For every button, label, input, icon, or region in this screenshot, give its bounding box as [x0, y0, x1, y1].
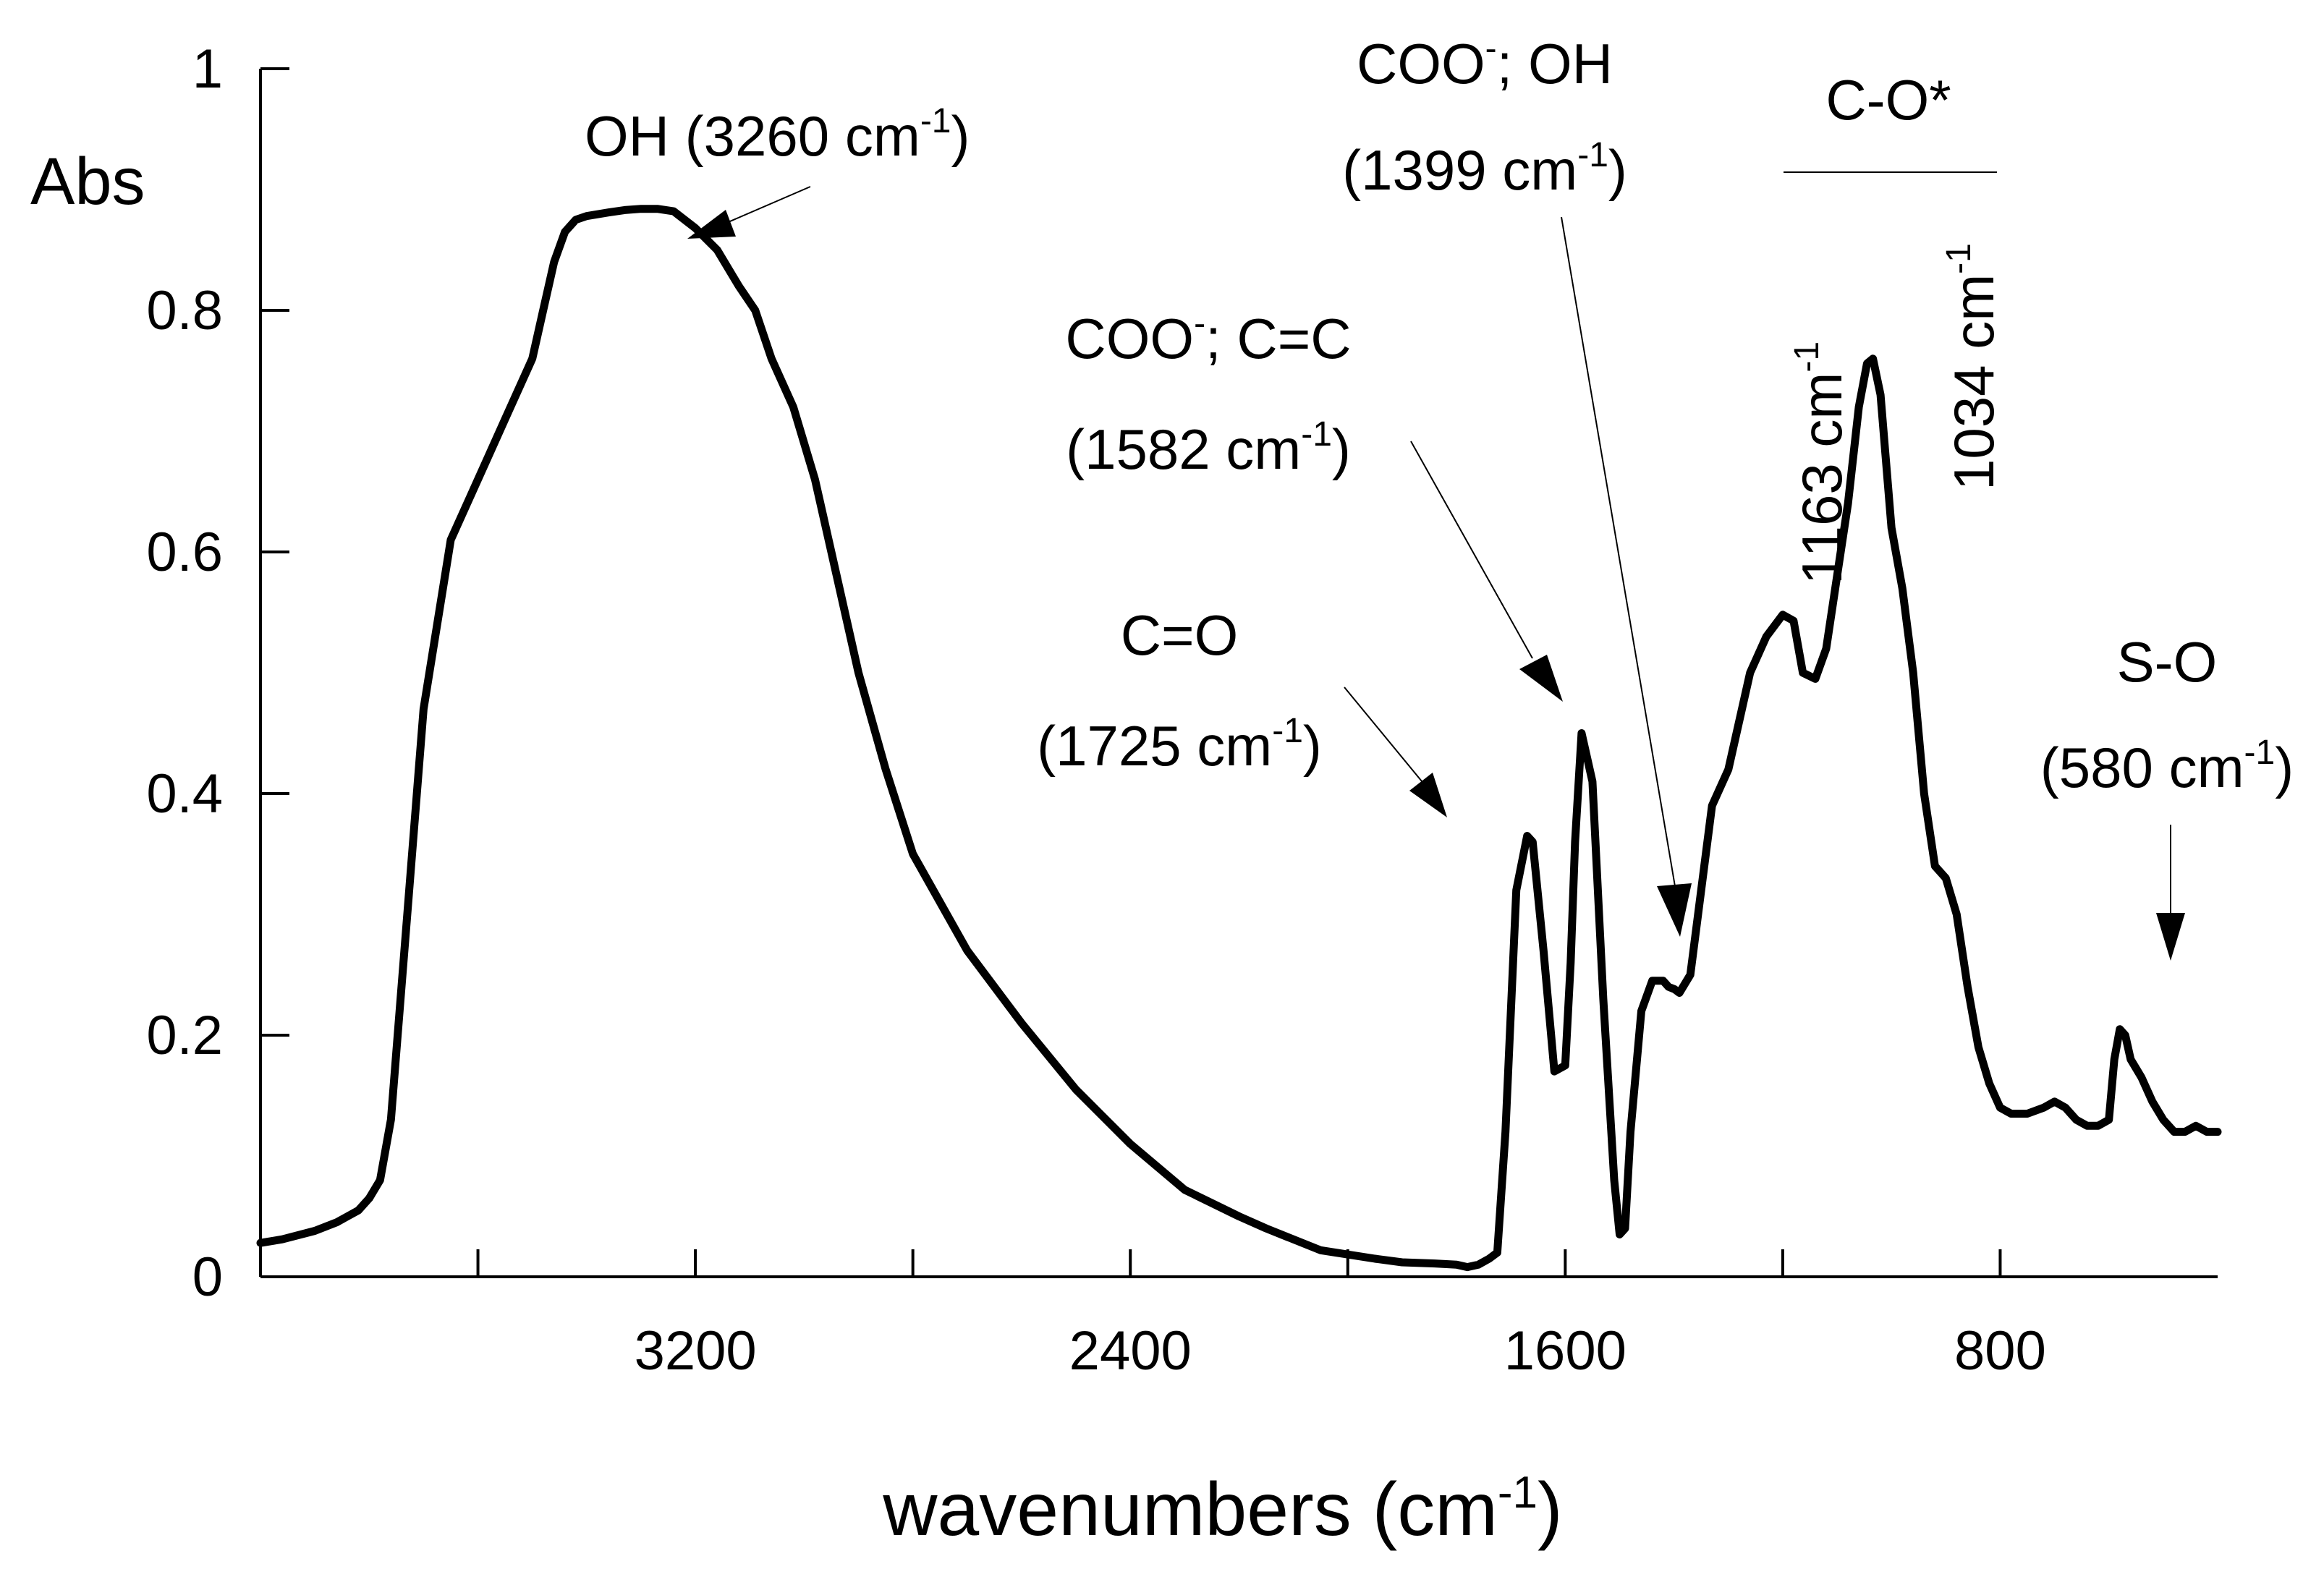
annotation-oh-arrowhead	[687, 210, 736, 239]
spectrum-line	[256, 205, 2222, 1272]
x-tick-label: 1600	[1504, 1320, 1627, 1382]
y-tick-label: 0.2	[146, 1005, 223, 1066]
y-tick-label: 0.8	[146, 280, 223, 341]
annotation-oh-arrow	[719, 186, 811, 226]
y-tick-label: 0.6	[146, 522, 223, 583]
annotation-c-o: C=O (1725 cm-1)	[1037, 603, 1447, 817]
x-tick-label: 2400	[1069, 1320, 1192, 1382]
y-axis-label: Abs	[30, 145, 145, 218]
annotation-co-1163: 1163 cm-1	[1788, 341, 1854, 585]
annotation-coo-cc-arrowhead	[1519, 655, 1563, 702]
annotation-c-o-arrowhead	[1409, 773, 1447, 817]
annotation-s-o-line1: S-O	[2117, 630, 2218, 694]
y-tick-label: 0	[192, 1246, 223, 1308]
x-tick-label: 800	[1954, 1320, 2046, 1382]
x-tick-label: 3200	[635, 1320, 757, 1382]
annotation-coo-cc-arrow	[1410, 441, 1533, 659]
ticks-layer: 0 0.2 0.4 0.6 0.8 1 3200 2400 1600 800	[146, 38, 2046, 1382]
annotation-coo-cc: COO-; C=C (1582 cm-1)	[1065, 305, 1563, 702]
annotation-co-star: C-O*	[1784, 68, 1997, 173]
annotation-coo-oh-line1: COO-; OH	[1357, 30, 1613, 95]
y-tick-label: 0.4	[146, 763, 223, 825]
annotation-coo-cc-line2: (1582 cm-1)	[1066, 415, 1351, 481]
x-axis-title: wavenumbers (cm-1)	[882, 1468, 1562, 1552]
annotation-c-o-line1: C=O	[1121, 603, 1239, 667]
annotation-coo-oh-line2: (1399 cm-1)	[1342, 136, 1627, 202]
annotation-co-1163-label: 1163 cm-1	[1788, 341, 1854, 585]
annotation-c-o-line2: (1725 cm-1)	[1037, 712, 1322, 778]
annotation-oh: OH (3260 cm-1)	[585, 102, 970, 239]
x-axis-title-sup: -1	[1498, 1468, 1538, 1518]
series-layer	[256, 205, 2222, 1272]
axes-layer	[259, 69, 2218, 1278]
annotation-oh-label: OH (3260 cm-1)	[585, 102, 970, 168]
y-tick-label: 1	[192, 38, 223, 100]
annotation-coo-oh-arrow	[1561, 216, 1676, 887]
annotation-coo-oh-arrowhead	[1657, 883, 1692, 937]
annotation-co-1034-label: 1034 cm-1	[1940, 243, 2006, 490]
annotation-s-o-arrowhead	[2156, 913, 2185, 961]
annotation-coo-oh: COO-; OH (1399 cm-1)	[1342, 30, 1692, 937]
x-axis-title-end: )	[1538, 1468, 1563, 1552]
annotation-coo-cc-line1: COO-; C=C	[1065, 305, 1351, 370]
annotation-s-o-line2: (580 cm-1)	[2040, 734, 2294, 799]
x-axis-title-main: wavenumbers (cm	[882, 1468, 1498, 1552]
plot-area: 0 0.2 0.4 0.6 0.8 1 3200 2400 1600 800	[146, 38, 2222, 1382]
annotation-s-o: S-O (580 cm-1)	[2040, 630, 2294, 961]
annotation-co-1034: 1034 cm-1	[1940, 243, 2006, 490]
annotation-c-o-arrow	[1344, 687, 1422, 782]
annotation-co-star-label: C-O*	[1825, 68, 1951, 132]
